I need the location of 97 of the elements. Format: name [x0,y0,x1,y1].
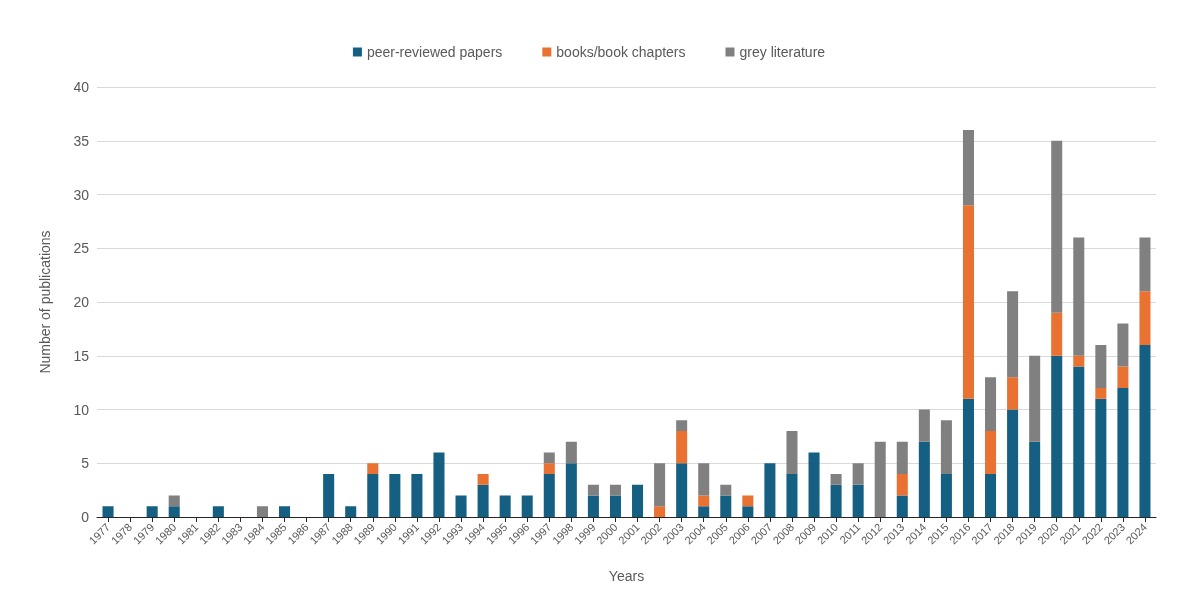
bar [918,441,930,517]
bar [1051,355,1063,517]
bar [168,506,180,517]
bar [1007,409,1019,517]
bar [455,495,467,517]
y-tick-label: 15 [73,347,90,364]
bar [852,484,864,517]
bar [1029,355,1041,442]
legend-label: peer-reviewed papers [366,44,503,60]
y-axis-title: Number of publications [37,230,53,374]
bar [477,484,489,517]
bar [676,463,688,517]
bar [477,474,489,485]
bar [543,474,555,517]
bar [632,484,644,517]
bar [1117,366,1129,388]
bar [764,463,776,517]
bar [212,506,224,517]
y-tick-label: 10 [73,401,90,418]
bar [146,506,158,517]
bar [985,431,997,474]
bar [720,484,732,496]
bar [962,205,974,399]
bar [742,495,754,507]
bar [1051,312,1063,356]
bar [985,377,997,431]
bar [786,431,798,474]
bar [940,474,952,517]
bar [720,495,732,517]
bar [830,484,842,517]
y-tick-label: 25 [73,240,90,257]
y-tick-label: 30 [73,186,90,203]
bar [411,474,423,517]
bar [1117,388,1129,517]
bar [345,506,357,517]
bar [808,452,820,517]
bar [102,506,114,517]
bar [323,474,335,517]
bar [609,484,621,496]
y-tick-label: 35 [73,132,90,149]
y-tick-label: 40 [73,79,90,95]
bar [874,441,886,517]
bar [940,420,952,474]
bar [985,474,997,517]
legend-label: books/book chapters [556,44,686,60]
bar [1095,398,1107,517]
bar [609,495,621,517]
bar [1095,345,1107,388]
bar [698,463,710,496]
bar [367,474,379,517]
bar [1073,355,1085,367]
bar [1139,291,1151,345]
bar [1095,388,1107,399]
bar [896,441,908,474]
bar [1029,441,1041,517]
bar [830,474,842,485]
bar [676,431,688,464]
legend-label: grey literature [739,44,826,60]
x-axis-title: Years [608,568,645,584]
bar [896,474,908,496]
bar [367,463,379,474]
bar [698,506,710,517]
bar [256,506,268,517]
bar [565,441,577,464]
bar [168,495,180,507]
bar [279,506,291,517]
bar [852,463,864,485]
bar [587,484,599,496]
bar [543,452,555,464]
bar [742,506,754,517]
bar [1139,345,1151,517]
bar [896,495,908,517]
bar [543,463,555,474]
bar [676,420,688,431]
bar [1073,237,1085,356]
bar [1073,366,1085,517]
bar [587,495,599,517]
y-tick-label: 5 [81,455,90,472]
bar [1007,291,1019,378]
bar [654,506,666,517]
bar [433,452,445,517]
bar [1007,377,1019,410]
bar [698,495,710,507]
bar [918,409,930,442]
bar [565,463,577,517]
bar [962,130,974,206]
bar [1139,237,1151,292]
bar [521,495,533,517]
y-tick-label: 20 [73,294,90,310]
bar [962,398,974,517]
y-tick-label: 0 [81,509,90,525]
bar [499,495,511,517]
bar [1117,323,1129,367]
bar [654,463,666,507]
bar [389,474,401,517]
bar [1051,140,1063,313]
bar [786,474,798,517]
